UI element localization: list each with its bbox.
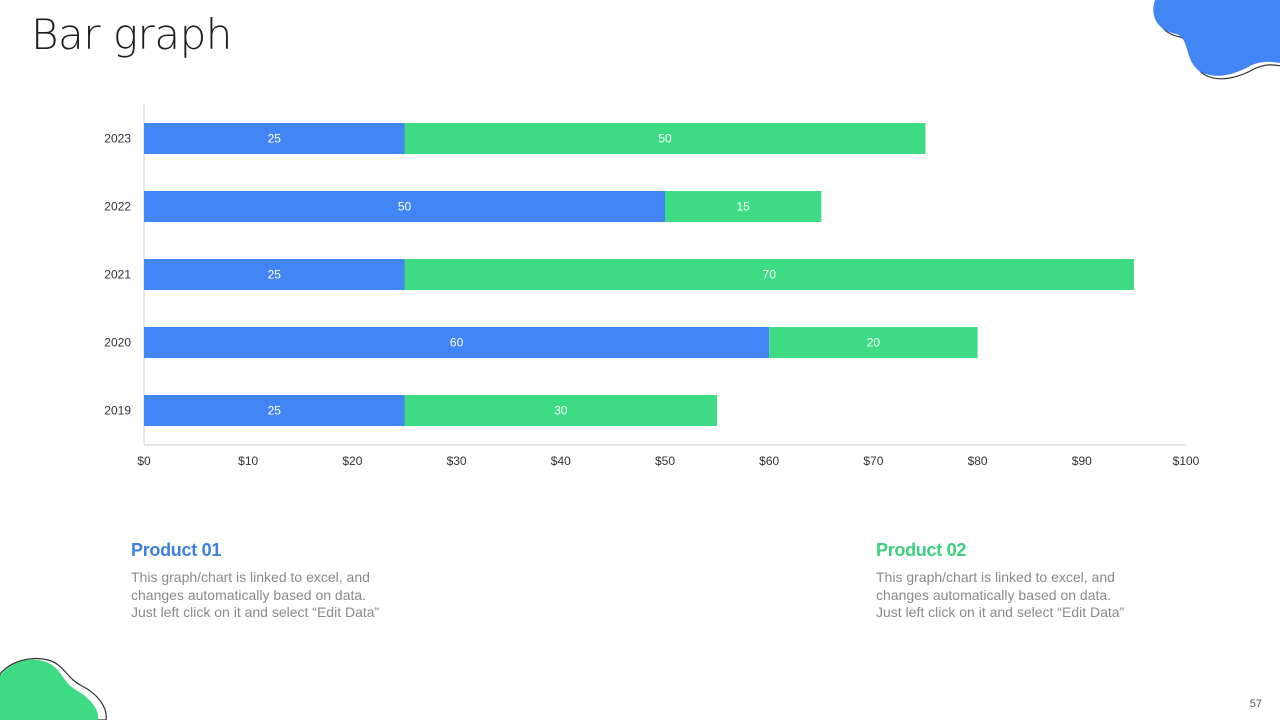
- x-tick-label: $70: [863, 454, 883, 468]
- x-tick-label: $90: [1072, 454, 1092, 468]
- data-label: 25: [268, 132, 282, 146]
- slide-title: Bar graph: [31, 10, 232, 59]
- legend-product-01: Product 01 This graph/chart is linked to…: [131, 540, 431, 622]
- bar-product-02: [404, 395, 718, 426]
- data-label: 60: [450, 336, 464, 350]
- y-tick-label: 2019: [104, 404, 131, 418]
- bar-product-01: [144, 123, 405, 154]
- y-tick-label: 2021: [104, 268, 131, 282]
- data-label: 50: [398, 200, 412, 214]
- data-label: 15: [736, 200, 750, 214]
- x-tick-label: $10: [238, 454, 258, 468]
- data-label: 20: [867, 336, 881, 350]
- x-tick-label: $0: [137, 454, 151, 468]
- data-label: 70: [763, 268, 777, 282]
- y-tick-label: 2022: [104, 200, 131, 214]
- bar-product-01: [144, 395, 405, 426]
- x-tick-label: $30: [447, 454, 467, 468]
- bar-product-01: [144, 259, 405, 290]
- data-label: 50: [658, 132, 672, 146]
- description-line: changes automatically based on data.: [131, 586, 367, 603]
- x-tick-label: $100: [1173, 454, 1200, 468]
- x-tick-label: $40: [551, 454, 571, 468]
- description-line: Just left click on it and select “Edit D…: [131, 604, 380, 620]
- legend-title-product-01: Product 01: [131, 540, 222, 560]
- legend-product-02: Product 02 This graph/chart is linked to…: [876, 540, 1176, 622]
- bar-product-01: [144, 191, 665, 222]
- bar-product-01: [144, 327, 770, 358]
- legend-description-product-01: This graph/chart is linked to excel, and…: [131, 569, 431, 622]
- legend-description-product-02: This graph/chart is linked to excel, and…: [876, 569, 1176, 622]
- bar-product-02: [665, 191, 822, 222]
- bar-product-02: [404, 259, 1134, 290]
- data-label: 30: [554, 404, 568, 418]
- x-tick-label: $60: [759, 454, 779, 468]
- x-tick-label: $50: [655, 454, 675, 468]
- x-tick-label: $20: [342, 454, 362, 468]
- bar-product-02: [404, 123, 926, 154]
- y-tick-label: 2023: [104, 132, 131, 146]
- data-label: 25: [268, 268, 282, 282]
- page-number: 57: [1249, 698, 1262, 710]
- y-tick-label: 2020: [104, 336, 131, 350]
- description-line: This graph/chart is linked to excel, and: [131, 569, 370, 585]
- description-line: Just left click on it and select “Edit D…: [876, 604, 1125, 620]
- data-label: 25: [268, 404, 282, 418]
- x-tick-label: $80: [968, 454, 988, 468]
- decorative-green-blob: [0, 657, 107, 720]
- description-line: This graph/chart is linked to excel, and: [876, 569, 1115, 585]
- stacked-bar-chart: 2023 25 50 2022 50 15 2021 25 70 2020 60 20 2019 25 30…: [104, 104, 1200, 468]
- bar-product-02: [769, 327, 978, 358]
- legend-title-product-02: Product 02: [876, 540, 967, 560]
- decorative-blue-blob: [1153, 0, 1280, 80]
- description-line: changes automatically based on data.: [876, 586, 1112, 603]
